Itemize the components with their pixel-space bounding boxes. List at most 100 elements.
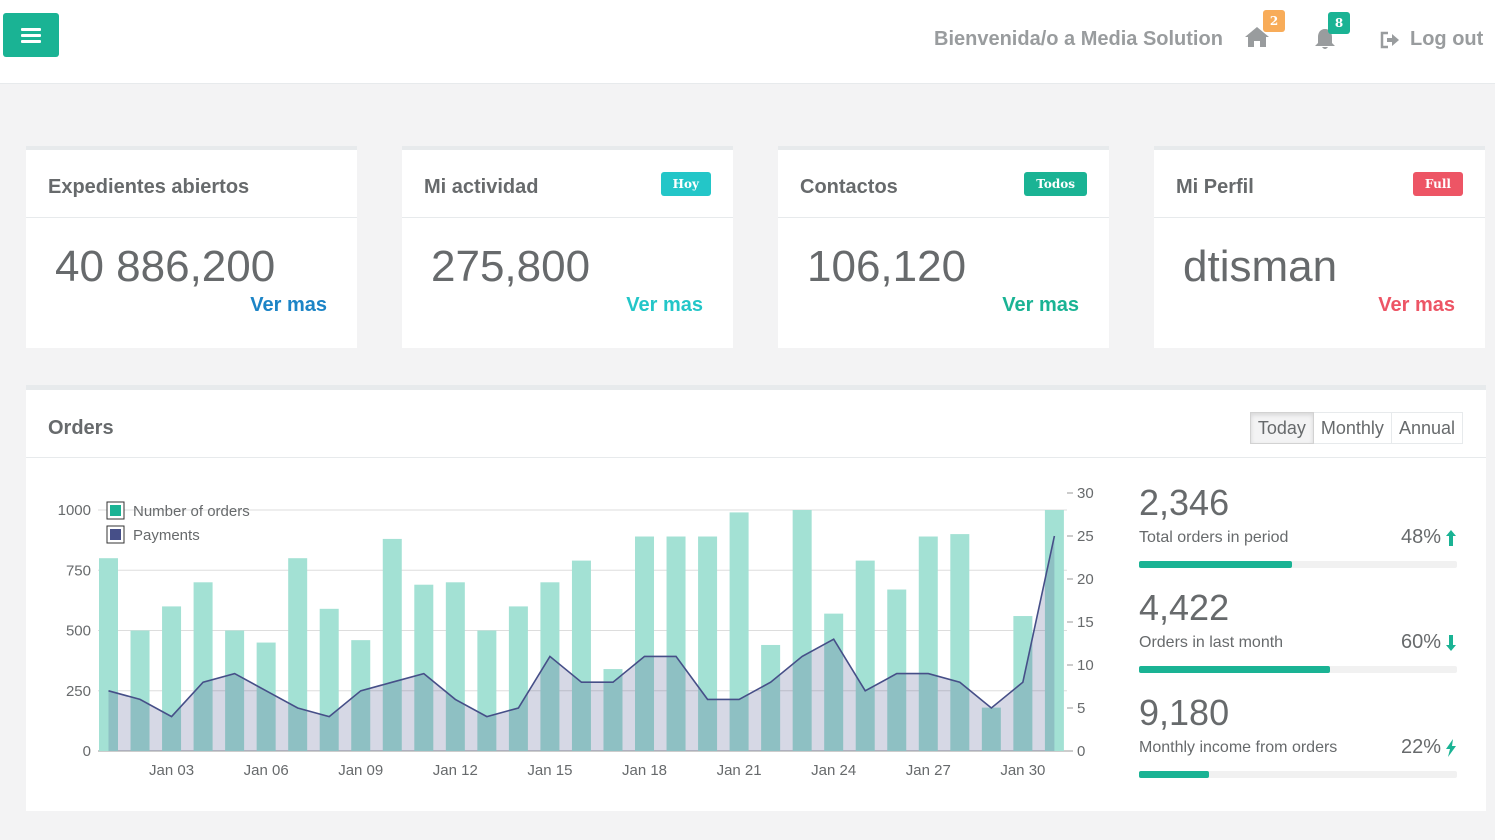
order-bar — [950, 534, 970, 751]
order-bar — [666, 536, 686, 751]
order-bar — [918, 536, 938, 751]
card-value: 40 886,200 — [55, 242, 276, 291]
bars-icon — [21, 27, 41, 43]
stat-total-orders: 2,346 Total orders in period 48% — [1139, 482, 1457, 568]
orders-header: Orders Today Monthly Annual — [26, 390, 1486, 458]
order-bar — [887, 589, 907, 751]
card-contactos: Contactos Todos 106,120 Ver mas — [778, 146, 1109, 348]
ver-mas-link[interactable]: Ver mas — [626, 294, 703, 316]
card-title: Expedientes abiertos — [48, 176, 250, 198]
order-bar — [729, 512, 749, 751]
y-left-tick-label: 750 — [66, 562, 91, 579]
x-tick-label: Jan 03 — [149, 762, 194, 779]
order-bar — [761, 644, 781, 751]
y-right-tick-label: 0 — [1077, 743, 1085, 760]
payments-line — [108, 535, 1056, 718]
y-left-tick-label: 500 — [66, 623, 91, 640]
level-up-icon — [1446, 529, 1456, 546]
card-header: Contactos Todos — [778, 150, 1109, 218]
x-tick-label: Jan 30 — [1000, 762, 1045, 779]
order-bar — [508, 606, 528, 751]
orders-title: Orders — [48, 417, 114, 439]
x-tick-label: Jan 12 — [433, 762, 478, 779]
tab-today[interactable]: Today — [1249, 412, 1314, 444]
order-bar — [193, 582, 213, 751]
orders-panel: Orders Today Monthly Annual 0 250 500 750 10… — [26, 385, 1486, 811]
logout-link[interactable]: Log out — [1380, 28, 1483, 51]
order-bar — [540, 582, 560, 751]
card-mi-perfil: Mi Perfil Full dtisman Ver mas — [1154, 146, 1485, 348]
stat-label: Total orders in period — [1139, 528, 1289, 546]
payments-area — [108, 536, 1055, 751]
card-header: Mi actividad Hoy — [402, 150, 733, 218]
stat-label: Orders in last month — [1139, 633, 1284, 651]
welcome-message: Bienvenida/o a Media Solution — [934, 28, 1223, 50]
y-right-tick-label: 10 — [1077, 657, 1094, 674]
progress-track — [1139, 771, 1457, 778]
y-left-tick-label: 1000 — [58, 502, 91, 519]
period-badge: Full — [1412, 172, 1463, 196]
stat-value: 9,180 — [1139, 692, 1230, 733]
legend-label: Payments — [133, 527, 200, 544]
order-bar — [288, 558, 308, 751]
home-link[interactable] — [1244, 26, 1270, 48]
order-bar — [477, 630, 497, 751]
menu-toggle-button[interactable] — [3, 13, 59, 57]
x-tick-label: Jan 27 — [906, 762, 951, 779]
period-badge: Hoy — [660, 172, 711, 196]
card-value: 106,120 — [807, 242, 967, 291]
progress-bar — [1139, 666, 1330, 673]
card-header: Expedientes abiertos — [26, 150, 357, 218]
order-bar — [1044, 510, 1064, 751]
ver-mas-link[interactable]: Ver mas — [1378, 294, 1455, 316]
y-right-tick-label: 15 — [1077, 614, 1094, 631]
tab-annual[interactable]: Annual — [1391, 412, 1463, 444]
x-tick-label: Jan 09 — [338, 762, 383, 779]
level-down-icon — [1446, 634, 1456, 651]
top-navbar: Bienvenida/o a Media Solution 2 8 Log ou… — [0, 0, 1495, 84]
legend-label: Number of orders — [133, 503, 250, 520]
period-badge: Todos — [1024, 172, 1087, 196]
card-expedientes: Expedientes abiertos 40 886,200 Ver mas — [26, 146, 357, 348]
tab-monthly[interactable]: Monthly — [1313, 412, 1392, 444]
progress-bar — [1139, 771, 1209, 778]
card-mi-actividad: Mi actividad Hoy 275,800 Ver mas — [402, 146, 733, 348]
stat-percent: 22% — [1401, 736, 1457, 759]
order-bar — [225, 630, 245, 751]
stat-last-month: 4,422 Orders in last month 60% — [1139, 587, 1457, 673]
notifications-count-badge: 8 — [1328, 12, 1350, 34]
stat-value: 2,346 — [1139, 482, 1230, 523]
y-right-tick-label: 5 — [1077, 700, 1085, 717]
order-bar — [99, 558, 118, 751]
order-bar — [981, 707, 1001, 751]
order-bar — [698, 536, 718, 751]
x-tick-label: Jan 06 — [244, 762, 289, 779]
stat-value: 4,422 — [1139, 587, 1230, 628]
order-bar — [792, 510, 812, 751]
x-tick-label: Jan 21 — [717, 762, 762, 779]
order-bar — [382, 538, 402, 751]
card-title: Mi Perfil — [1176, 176, 1254, 198]
y-right-tick-label: 30 — [1077, 485, 1094, 502]
stat-percent: 60% — [1401, 631, 1457, 654]
order-bar — [351, 640, 371, 751]
stat-percent: 48% — [1401, 526, 1457, 549]
sign-out-icon — [1380, 31, 1399, 48]
y-left-tick-label: 250 — [66, 683, 91, 700]
stat-label: Monthly income from orders — [1139, 738, 1338, 756]
order-bar — [414, 584, 434, 751]
logout-label: Log out — [1410, 28, 1484, 50]
order-bar — [1013, 616, 1033, 751]
order-bar — [635, 536, 655, 751]
order-bar — [855, 560, 875, 751]
legend-swatch — [110, 529, 121, 540]
card-title: Mi actividad — [424, 176, 539, 198]
ver-mas-link[interactable]: Ver mas — [1002, 294, 1079, 316]
order-bar — [256, 642, 276, 751]
ver-mas-link[interactable]: Ver mas — [250, 294, 327, 316]
period-toggle: Today Monthly Annual — [1249, 412, 1463, 444]
orders-chart: 0 250 500 750 1000 0 5 10 15 20 25 30 Jan 03 Jan 06 Ja… — [58, 485, 1094, 779]
legend-swatch — [110, 505, 121, 516]
stat-monthly-income: 9,180 Monthly income from orders 22% — [1139, 692, 1457, 778]
card-title: Contactos — [800, 176, 898, 198]
